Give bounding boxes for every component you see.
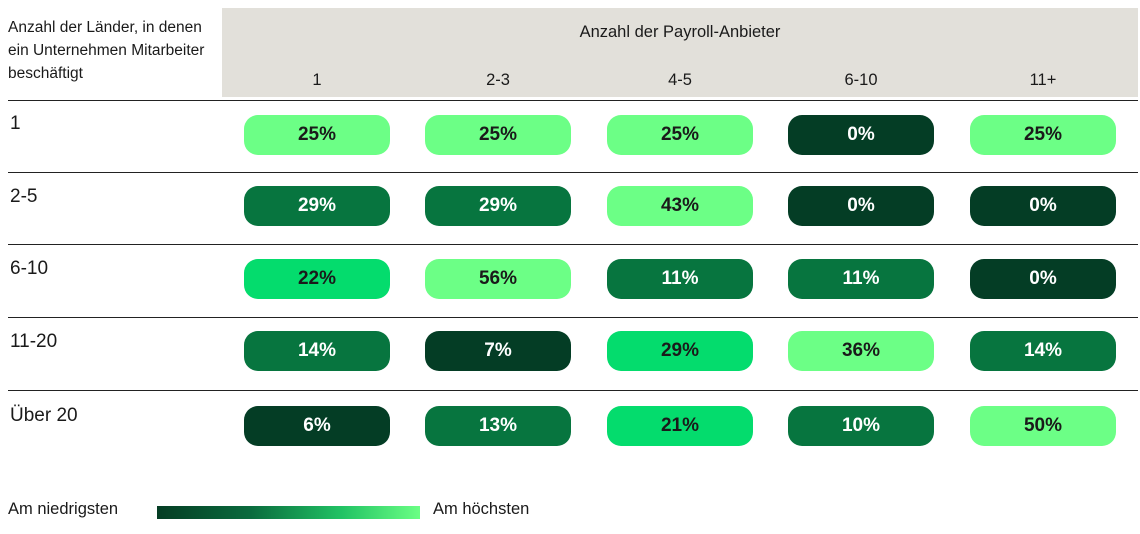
heatmap-cell: 7%	[425, 331, 571, 371]
column-header-band: Anzahl der Payroll-Anbieter 1 2-3 4-5 6-10 1…	[222, 8, 1138, 97]
heatmap-cell: 0%	[788, 115, 934, 155]
row-label: 6-10	[10, 258, 49, 279]
heatmap-cell: 11%	[607, 259, 753, 299]
column-label: 4-5	[668, 71, 692, 89]
legend-gradient-bar	[157, 506, 420, 519]
heatmap-cell: 0%	[970, 259, 1116, 299]
heatmap-cell: 25%	[970, 115, 1116, 155]
heatmap-cell: 25%	[244, 115, 390, 155]
row-axis-label: Anzahl der Länder, in denen ein Unterneh…	[8, 19, 205, 82]
heatmap-cell: 0%	[788, 186, 934, 226]
legend-high-label: Am höchsten	[433, 500, 530, 518]
heatmap-cell: 0%	[970, 186, 1116, 226]
heatmap-cell: 29%	[607, 331, 753, 371]
heatmap-cell: 56%	[425, 259, 571, 299]
row-divider	[8, 244, 1138, 245]
legend-low-label: Am niedrigsten	[8, 500, 119, 518]
row-label: Über 20	[10, 405, 78, 426]
heatmap-cell: 50%	[970, 406, 1116, 446]
heatmap-cell: 13%	[425, 406, 571, 446]
column-axis-label: Anzahl der Payroll-Anbieter	[579, 23, 781, 41]
row-label: 2-5	[10, 186, 38, 207]
heatmap-cell: 22%	[244, 259, 390, 299]
heatmap-cell: 14%	[244, 331, 390, 371]
row-divider	[8, 172, 1138, 173]
row-divider	[8, 390, 1138, 391]
column-label: 11+	[1029, 71, 1057, 89]
heatmap-cell: 25%	[607, 115, 753, 155]
heatmap-cell: 6%	[244, 406, 390, 446]
heatmap-cell: 29%	[425, 186, 571, 226]
heatmap-cell: 10%	[788, 406, 934, 446]
heatmap-cell: 36%	[788, 331, 934, 371]
heatmap-cell: 29%	[244, 186, 390, 226]
row-divider	[8, 100, 1138, 101]
heatmap-cell: 43%	[607, 186, 753, 226]
column-label: 6-10	[844, 71, 878, 89]
row-label: 1	[10, 113, 21, 134]
heatmap-cell: 14%	[970, 331, 1116, 371]
column-label: 2-3	[486, 71, 510, 89]
column-label: 1	[312, 71, 322, 89]
row-divider	[8, 317, 1138, 318]
row-label: 11-20	[10, 331, 58, 352]
heatmap-cell: 11%	[788, 259, 934, 299]
heatmap-cell: 21%	[607, 406, 753, 446]
heatmap-cell: 25%	[425, 115, 571, 155]
